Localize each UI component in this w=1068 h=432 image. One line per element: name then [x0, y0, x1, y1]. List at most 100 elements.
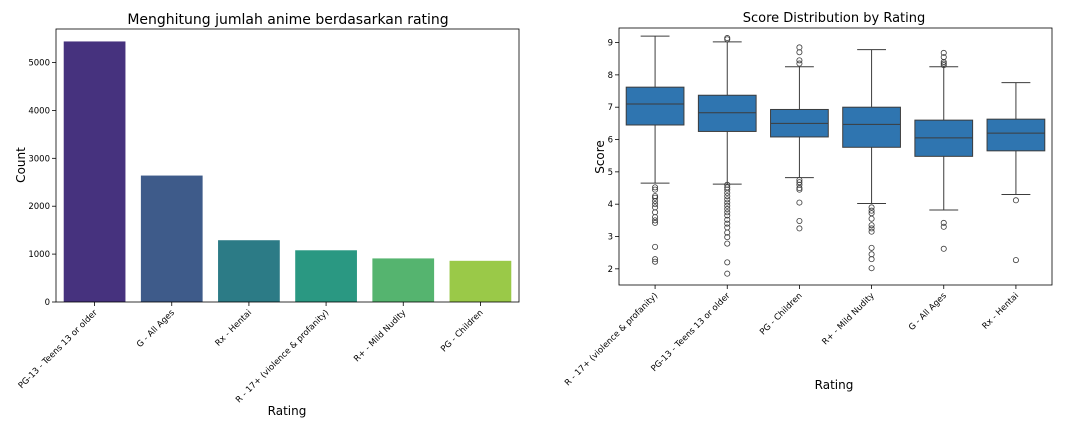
box-x-tick-label: G - All Ages	[907, 291, 949, 333]
box-chart-x-axis-label: Rating	[815, 378, 854, 392]
box-y-tick-label: 9	[608, 39, 613, 49]
bar-y-tick-label: 1000	[28, 250, 50, 260]
bar-x-tick-label: PG-13 - Teens 13 or older	[17, 308, 100, 391]
outlier-point	[796, 185, 803, 192]
bar-x-tick-label: R - 17+ (violence & profanity)	[234, 308, 331, 405]
bar-x-tick-label: G - All Ages	[135, 308, 177, 350]
outlier-point	[940, 223, 947, 230]
outlier-point	[652, 197, 659, 204]
box-x-tick-label: PG - Children	[758, 291, 804, 337]
outlier-point	[724, 199, 731, 206]
box-y-tick-label: 7	[608, 103, 613, 113]
outlier-point	[796, 225, 803, 232]
outlier-point	[868, 204, 875, 211]
bar-y-tick-label: 0	[45, 298, 50, 308]
outlier-point	[868, 215, 875, 222]
outlier-point	[940, 49, 947, 56]
box-x-tick-label: R - 17+ (violence & profanity)	[563, 291, 660, 388]
box-1	[625, 86, 685, 126]
bar-3	[218, 240, 280, 302]
outlier-point	[652, 256, 659, 263]
outlier-point	[1012, 257, 1019, 264]
bar-y-tick-label: 2000	[28, 202, 50, 212]
outlier-point	[940, 60, 947, 67]
box-chart-frame	[618, 27, 1053, 286]
bar-1	[63, 41, 126, 302]
bar-5	[372, 258, 435, 302]
bar-y-tick-label: 4000	[28, 106, 50, 116]
outlier-point	[724, 212, 731, 219]
outlier-point	[724, 202, 731, 209]
box-y-tick-label: 3	[608, 233, 613, 243]
outlier-point	[652, 186, 659, 193]
outlier-point	[724, 209, 731, 216]
outlier-point	[652, 214, 659, 221]
bar-x-tick-label: PG - Children	[439, 308, 485, 354]
outlier-point	[868, 265, 875, 272]
box-y-tick-label: 4	[608, 200, 613, 210]
outlier-point	[868, 228, 875, 235]
outlier-point	[868, 244, 875, 251]
outlier-point	[724, 220, 731, 227]
outlier-point	[796, 44, 803, 51]
outlier-point	[940, 245, 947, 252]
box-y-tick-label: 5	[608, 168, 613, 178]
box-y-tick-label: 8	[608, 71, 613, 81]
outlier-point	[724, 186, 731, 193]
box-y-tick-label: 2	[608, 265, 613, 275]
outlier-point	[724, 193, 731, 200]
outlier-point	[724, 196, 731, 203]
outlier-point	[652, 194, 659, 201]
bar-y-tick-label: 5000	[28, 59, 50, 69]
outlier-point	[652, 258, 659, 265]
outlier-point	[724, 224, 731, 231]
outlier-point	[724, 36, 731, 43]
bar-chart-x-axis-label: Rating	[268, 404, 307, 418]
bar-x-tick-label: Rx - Hentai	[214, 308, 255, 349]
outlier-point	[652, 243, 659, 250]
box-4	[842, 106, 901, 148]
outlier-point	[724, 240, 731, 247]
bar-4	[295, 250, 357, 302]
bar-chart: Menghitung jumlah anime berdasarkan rati…	[14, 12, 520, 418]
bar-chart-y-axis-label: Count	[14, 147, 28, 183]
outlier-point	[868, 256, 875, 263]
outlier-point	[940, 219, 947, 226]
bar-y-tick-label: 3000	[28, 154, 50, 164]
outlier-point	[724, 234, 731, 241]
outlier-point	[652, 209, 659, 216]
outlier-point	[724, 216, 731, 223]
outlier-point	[940, 58, 947, 65]
outlier-point	[796, 60, 803, 67]
outlier-point	[724, 206, 731, 213]
outlier-point	[796, 179, 803, 186]
outlier-point	[940, 62, 947, 69]
box-2	[697, 94, 757, 132]
outlier-point	[652, 219, 659, 226]
box-6	[986, 118, 1046, 152]
outlier-point	[868, 222, 875, 229]
box-chart-y-axis-label: Score	[593, 140, 607, 174]
bar-x-tick-label: R+ - Mild Nudity	[352, 308, 408, 364]
outlier-point	[724, 189, 731, 196]
outlier-point	[724, 229, 731, 236]
outlier-point	[796, 57, 803, 64]
outlier-point	[796, 199, 803, 206]
box-x-tick-label: R+ - Mild Nudity	[820, 291, 876, 347]
box-chart-title: Score Distribution by Rating	[743, 11, 926, 26]
outlier-point	[1012, 197, 1019, 204]
outlier-point	[652, 201, 659, 208]
outlier-point	[724, 259, 731, 266]
box-x-tick-label: Rx - Hentai	[981, 291, 1022, 332]
outlier-point	[796, 49, 803, 56]
box-x-tick-label: PG-13 - Teens 13 or older	[649, 291, 732, 374]
outlier-point	[652, 217, 659, 224]
outlier-point	[796, 217, 803, 224]
outlier-point	[868, 207, 875, 214]
box-chart: Score Distribution by Rating Score Ratin…	[563, 11, 1053, 392]
outlier-point	[796, 186, 803, 193]
outlier-point	[868, 251, 875, 258]
outlier-point	[724, 270, 731, 277]
outlier-point	[868, 225, 875, 232]
